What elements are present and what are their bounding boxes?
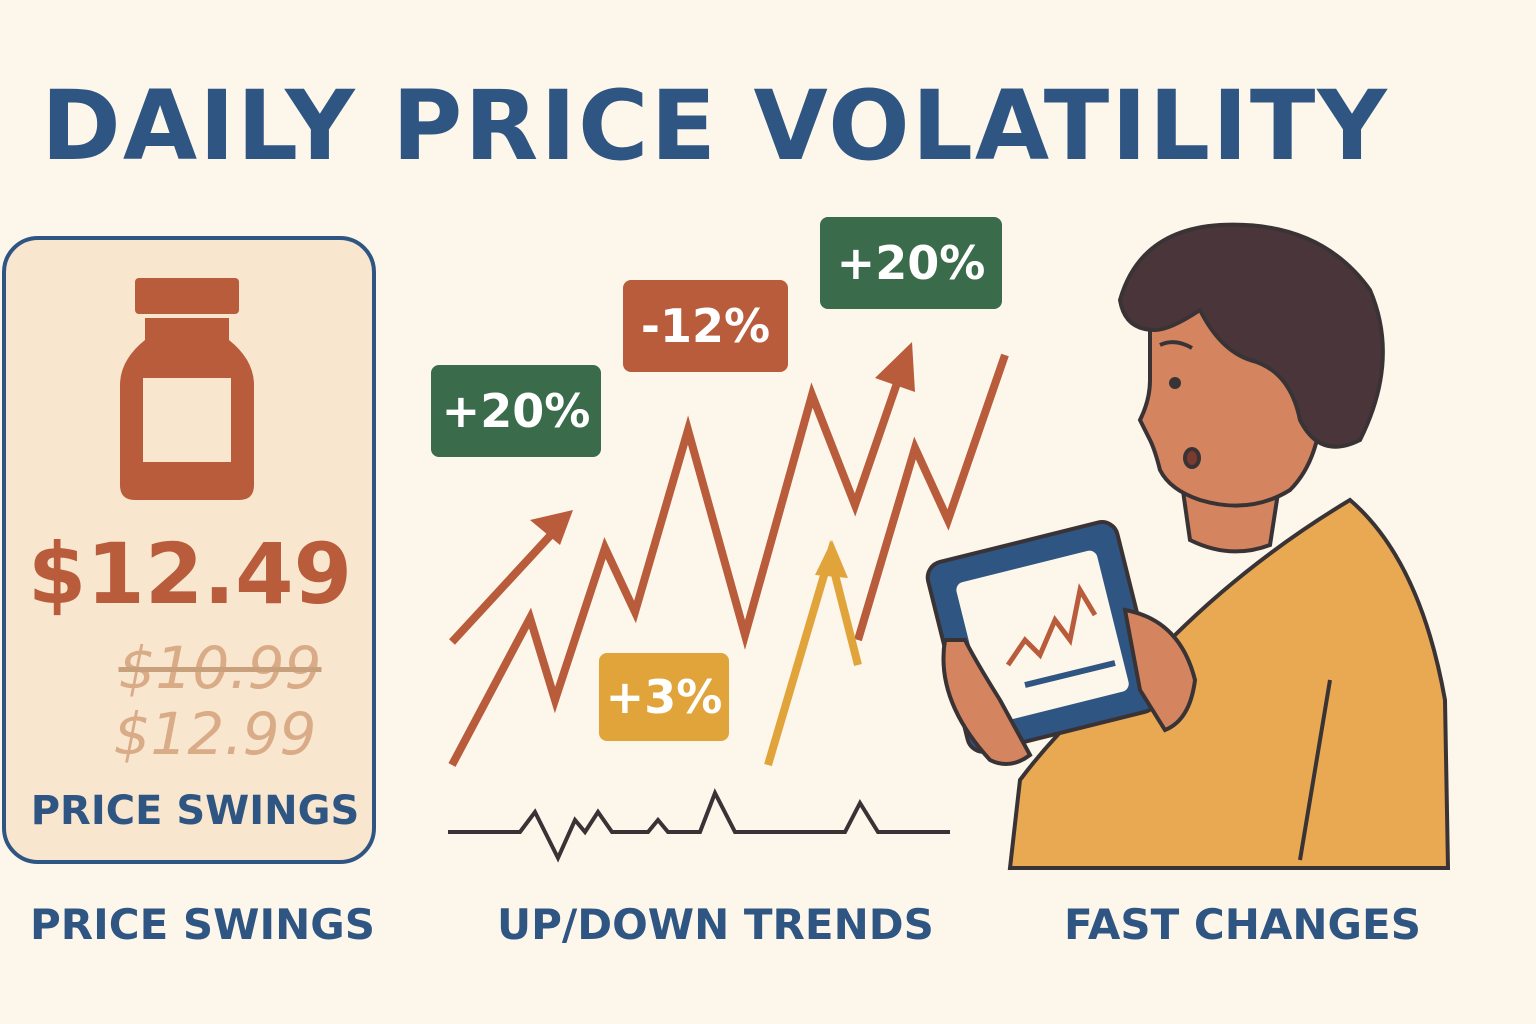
page-title: DAILY PRICE VOLATILITY [41, 70, 1389, 182]
badge-plus-20-top: +20% [820, 217, 1002, 309]
alt-price: $12.99 [113, 700, 317, 768]
medicine-bottle-icon [120, 278, 254, 500]
badge-plus-3: +3% [599, 653, 729, 741]
zigzag-line [448, 358, 909, 767]
arrow-head [815, 540, 848, 578]
old-price: $10.99 [118, 634, 322, 702]
arrow-head [530, 510, 573, 545]
caption-trends: UP/DOWN TRENDS [497, 900, 934, 949]
badge-minus-12: -12% [623, 280, 788, 372]
caption-fast-changes: FAST CHANGES [1064, 900, 1421, 949]
current-price: $12.49 [27, 525, 353, 623]
arrow-head [875, 342, 915, 392]
zigzag-line-2 [854, 353, 1009, 642]
up-arrow-line [449, 522, 563, 645]
card-label: PRICE SWINGS [30, 788, 360, 834]
trend-lines [448, 353, 1009, 767]
heartbeat-line [448, 788, 950, 863]
caption-price-swings: PRICE SWINGS [30, 900, 375, 949]
person-illustration [925, 222, 1451, 870]
yellow-trend-line [764, 539, 862, 767]
badge-plus-20: +20% [431, 365, 601, 457]
